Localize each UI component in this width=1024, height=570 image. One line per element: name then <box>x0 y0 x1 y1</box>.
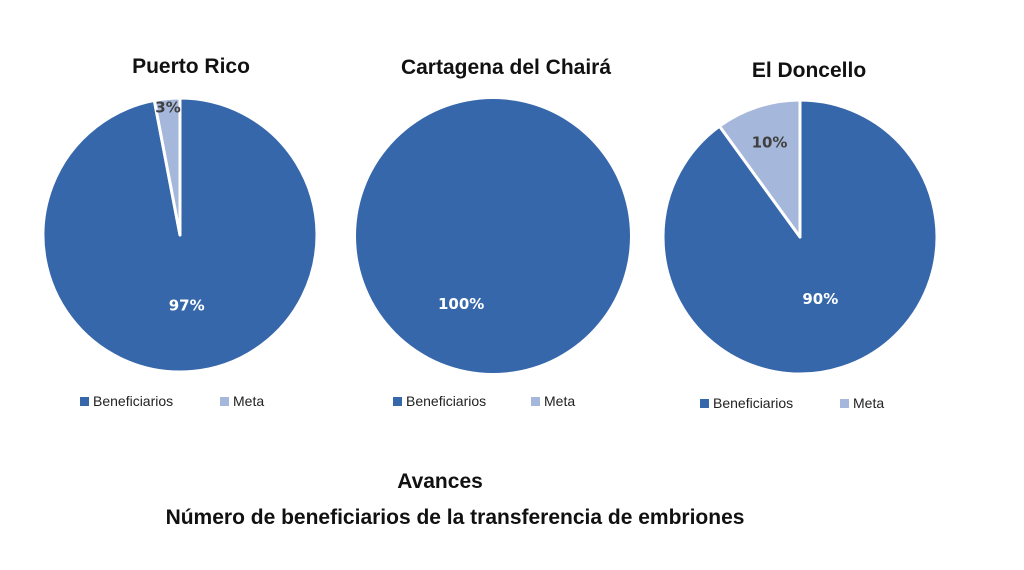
legend-swatch-meta <box>531 396 540 406</box>
pie-chart-el-doncello: 90% 10% <box>661 98 939 376</box>
caption-avances: Avances <box>397 470 483 493</box>
caption-subtitle: Número de beneficiarios de la transferen… <box>165 506 745 529</box>
data-label-beneficiarios: 90% <box>802 290 838 308</box>
data-label-meta: 10% <box>752 134 788 152</box>
legend-item-beneficiarios: Beneficiarios <box>700 395 793 411</box>
legend-swatch-beneficiarios <box>393 396 402 406</box>
chart-title-cartagena: Cartagena del Chairá <box>400 56 612 79</box>
data-label-meta: 3% <box>155 99 180 117</box>
pie-chart-puerto-rico: 97% 3% <box>41 96 319 374</box>
legend-item-beneficiarios: Beneficiarios <box>393 393 486 409</box>
legend-label-beneficiarios: Beneficiarios <box>93 393 174 409</box>
legend-item-meta: Meta <box>840 395 884 411</box>
legend-label-meta: Meta <box>853 395 885 411</box>
data-label-beneficiarios: 97% <box>169 296 205 314</box>
legend-label-meta: Meta <box>233 393 265 409</box>
pie-slice-meta <box>717 98 802 239</box>
legend-swatch-meta <box>220 396 229 406</box>
pie-chart-cartagena: 100% <box>356 99 630 373</box>
pie-slice-meta <box>152 96 182 237</box>
legend-swatch-beneficiarios <box>80 396 89 406</box>
legend-label-beneficiarios: Beneficiarios <box>406 393 487 409</box>
legend-item-beneficiarios: Beneficiarios <box>80 393 173 409</box>
legend-label-meta: Meta <box>544 393 576 409</box>
legend-item-meta: Meta <box>531 393 575 409</box>
data-label-beneficiarios: 100% <box>438 295 484 313</box>
legend-label-beneficiarios: Beneficiarios <box>713 395 794 411</box>
chart-title-el-doncello: El Doncello <box>751 59 867 82</box>
pie-slice-beneficiarios <box>356 99 630 373</box>
chart-title-puerto-rico: Puerto Rico <box>132 55 250 78</box>
legend-swatch-meta <box>840 398 849 408</box>
legend-item-meta: Meta <box>220 393 264 409</box>
legend-swatch-beneficiarios <box>700 398 709 408</box>
